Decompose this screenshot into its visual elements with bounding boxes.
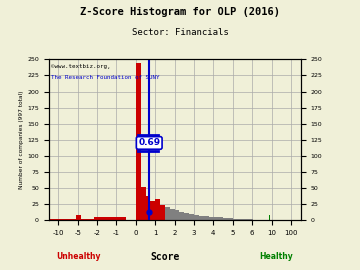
Bar: [145, 196, 150, 220]
Bar: [175, 210, 179, 220]
Bar: [107, 217, 126, 220]
Bar: [204, 216, 208, 220]
Bar: [87, 219, 94, 220]
Bar: [269, 215, 270, 220]
Bar: [179, 212, 184, 220]
Text: Sector: Financials: Sector: Financials: [132, 28, 228, 37]
Text: ©www.textbiz.org,: ©www.textbiz.org,: [51, 64, 111, 69]
Bar: [208, 217, 213, 220]
Text: Z-Score Histogram for OLP (2016): Z-Score Histogram for OLP (2016): [80, 7, 280, 17]
Bar: [141, 187, 145, 220]
Bar: [150, 201, 155, 220]
Bar: [228, 218, 233, 220]
Text: Healthy: Healthy: [259, 252, 293, 261]
Bar: [199, 215, 204, 220]
Bar: [218, 217, 223, 220]
Bar: [194, 215, 199, 220]
Bar: [165, 207, 170, 220]
Bar: [155, 200, 160, 220]
Bar: [81, 219, 87, 220]
Bar: [213, 217, 218, 220]
Text: The Research Foundation of SUNY: The Research Foundation of SUNY: [51, 75, 159, 80]
Bar: [238, 219, 242, 220]
Text: Unhealthy: Unhealthy: [56, 252, 101, 261]
Text: Score: Score: [150, 252, 180, 262]
Bar: [94, 217, 107, 220]
Bar: [242, 219, 247, 220]
Bar: [170, 209, 175, 220]
Bar: [233, 219, 238, 220]
Bar: [160, 205, 165, 220]
Y-axis label: Number of companies (997 total): Number of companies (997 total): [19, 90, 24, 189]
Bar: [76, 215, 81, 220]
Bar: [223, 218, 228, 220]
Bar: [189, 214, 194, 220]
Text: 0.69: 0.69: [138, 139, 160, 147]
Bar: [184, 213, 189, 220]
Bar: [136, 63, 141, 220]
